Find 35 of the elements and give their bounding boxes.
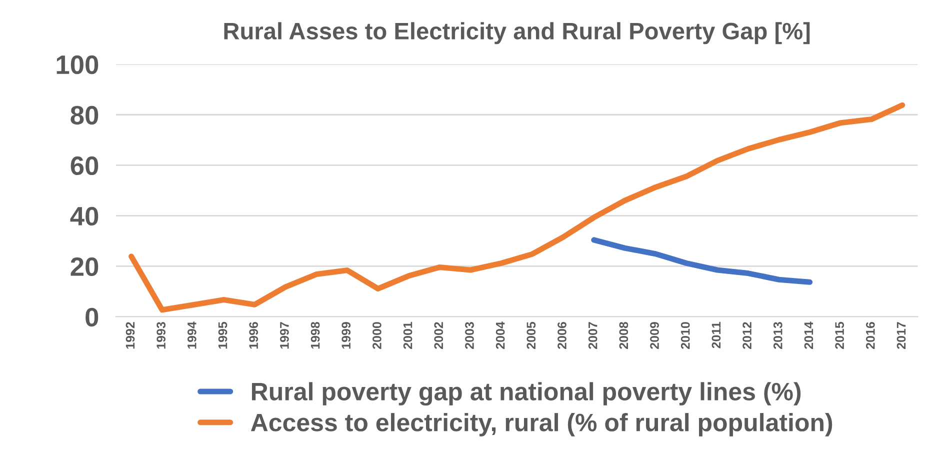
x-tick-label: 2015 [835, 322, 844, 349]
x-tick-label: 2012 [742, 322, 752, 349]
x-tick-label: 2008 [619, 322, 628, 349]
chart-title: Rural Asses to Electricity and Rural Poverty Gap [%] [224, 22, 810, 44]
x-tick-label: 1992 [126, 322, 135, 349]
x-tick-label: 1998 [310, 322, 320, 349]
legend-label: Rural poverty gap at national poverty lines (%) [252, 382, 801, 406]
x-tick-label: 2004 [496, 322, 505, 349]
x-tick-label: 2006 [558, 322, 566, 349]
y-tick-label: 60 [70, 156, 98, 176]
x-tick-label: 2013 [773, 322, 782, 349]
y-tick-label: 40 [70, 206, 98, 226]
y-tick-label: 100 [56, 55, 98, 74]
x-tick-label: 1997 [280, 322, 289, 349]
x-tick-label: 2000 [372, 322, 382, 349]
y-tick-label: 20 [70, 257, 98, 276]
x-tick-label: 2011 [712, 322, 721, 348]
x-tick-label: 2016 [866, 322, 875, 349]
x-tick-label: 1995 [218, 322, 228, 349]
x-tick-label: 2009 [650, 322, 659, 349]
x-tick-label: 2005 [526, 322, 536, 349]
x-tick-label: 2014 [804, 322, 814, 349]
y-tick-label: 0 [86, 308, 98, 327]
x-tick-label: 1994 [187, 322, 196, 349]
x-tick-label: 1996 [249, 322, 258, 349]
x-tick-label: 2002 [434, 322, 444, 349]
x-tick-label: 2007 [588, 322, 598, 349]
x-tick-label: 2010 [680, 322, 690, 349]
x-tick-label: 2001 [403, 322, 412, 349]
x-tick-label: 2003 [465, 322, 474, 349]
y-tick-label: 80 [70, 106, 98, 125]
x-tick-label: 2017 [896, 322, 906, 349]
x-tick-label: 1993 [156, 322, 166, 349]
x-tick-label: 1999 [342, 322, 351, 349]
legend-label: Access to electricity, rural (% of rural population) [250, 413, 832, 436]
